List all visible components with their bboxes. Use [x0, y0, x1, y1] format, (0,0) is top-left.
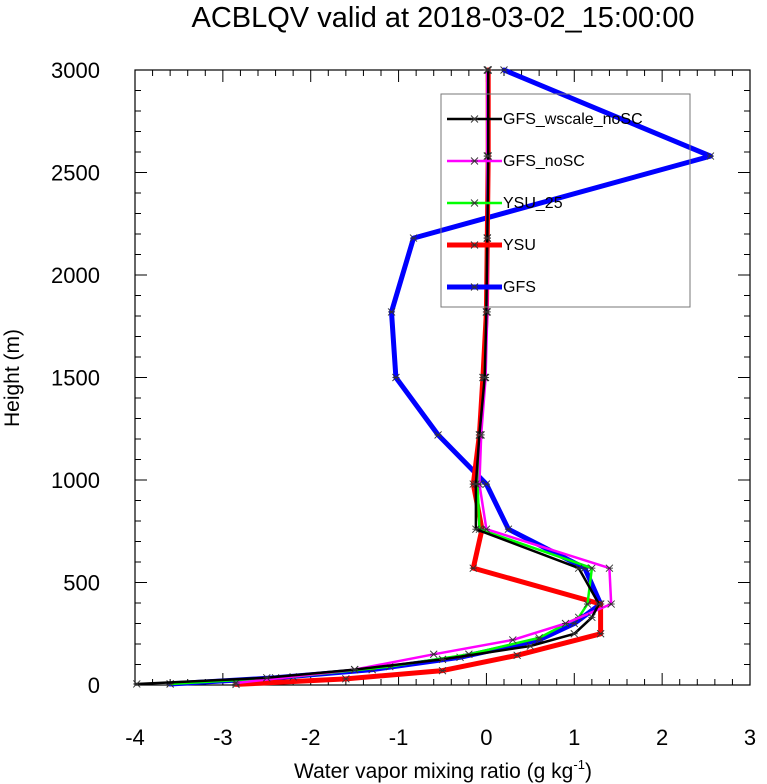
- legend-entry: GFS_noSC: [447, 153, 585, 170]
- data-point: [484, 152, 493, 160]
- y-axis-title: Height (m): [1, 329, 24, 427]
- x-tick-label: -2: [301, 725, 321, 750]
- legend-label: GFS_wscale_noSC: [503, 111, 643, 128]
- data-point: [132, 680, 141, 688]
- y-tick-label: 2500: [51, 161, 100, 186]
- data-point: [484, 66, 493, 74]
- data-point: [561, 619, 570, 628]
- legend-entry: GFS_wscale_noSC: [447, 111, 643, 128]
- y-tick-label: 0: [88, 673, 100, 698]
- data-point: [475, 431, 484, 439]
- legend-marker: [470, 199, 479, 207]
- legend-entry: GFS: [447, 279, 536, 296]
- data-point: [526, 642, 535, 650]
- x-axis-title: Water vapor mixing ratio (g kg-1): [294, 757, 592, 783]
- data-point: [583, 600, 592, 608]
- data-point: [570, 629, 579, 638]
- data-point: [469, 564, 478, 572]
- legend-marker: [470, 241, 479, 249]
- legend-marker: [470, 115, 479, 123]
- x-tick-label: 2: [656, 725, 668, 750]
- data-point: [483, 234, 492, 242]
- series-GFS: [166, 66, 715, 688]
- y-tick-label: 500: [63, 571, 100, 596]
- data-point: [482, 308, 491, 316]
- legend-marker: [470, 283, 479, 291]
- data-point: [350, 665, 359, 674]
- data-point: [472, 525, 480, 534]
- data-point: [596, 629, 605, 638]
- data-point: [508, 636, 517, 644]
- x-tick-label: 3: [744, 725, 756, 750]
- legend-marker: [470, 157, 479, 165]
- data-point: [706, 152, 715, 160]
- data-point: [588, 613, 596, 622]
- data-point: [504, 525, 513, 534]
- y-tick-labels: 0 500 1000 1500 2000 2500 3000: [51, 58, 100, 698]
- data-point: [387, 308, 396, 316]
- x-tick-label: 0: [480, 725, 492, 750]
- legend-label: GFS: [503, 279, 536, 296]
- data-point: [434, 431, 442, 439]
- legend-label: GFS_noSC: [503, 153, 585, 170]
- x-tick-label: -4: [125, 725, 145, 750]
- legend: GFS_wscale_noSC GFS_noSC YSU_25 YSU GFS: [440, 93, 691, 308]
- data-point: [574, 564, 583, 572]
- data-point: [482, 480, 491, 488]
- data-point: [513, 651, 521, 660]
- legend-entry: YSU_25: [447, 195, 563, 212]
- tick-marks: [134, 69, 751, 686]
- data-point: [480, 373, 489, 382]
- data-point: [605, 564, 614, 572]
- data-point: [588, 564, 596, 572]
- x-axis-title-end: ): [585, 760, 592, 783]
- x-tick-label: -3: [213, 725, 233, 750]
- y-tick-label: 3000: [51, 58, 100, 83]
- data-point: [535, 634, 543, 642]
- y-tick-label: 1500: [51, 366, 100, 391]
- y-tick-label: 1000: [51, 468, 100, 493]
- data-point: [409, 234, 418, 242]
- data-point: [607, 600, 616, 608]
- data-point: [500, 66, 508, 74]
- x-tick-labels: -4 -3 -2 -1 0 1 2 3: [125, 725, 756, 750]
- data-point: [429, 650, 438, 659]
- data-point: [472, 480, 480, 488]
- x-axis-title-sup: -1: [573, 757, 585, 772]
- legend-box: [440, 93, 691, 308]
- legend-label: YSU_25: [503, 195, 563, 212]
- chart-title: ACBLQV valid at 2018-03-02_15:00:00: [191, 2, 694, 34]
- x-tick-label: -1: [389, 725, 409, 750]
- data-point: [595, 600, 603, 608]
- y-tick-label: 2000: [51, 263, 100, 288]
- data-point: [262, 674, 271, 682]
- legend-entry: YSU: [447, 237, 536, 254]
- data-point: [392, 373, 400, 382]
- plot-area: [134, 69, 751, 686]
- x-axis-title-main: Water vapor mixing ratio (g kg: [294, 760, 573, 783]
- x-tick-label: 1: [568, 725, 580, 750]
- data-point: [342, 675, 350, 683]
- legend-label: YSU: [503, 237, 536, 254]
- series-line: [167, 67, 713, 687]
- series-lines: [132, 66, 715, 689]
- data-point: [438, 666, 447, 675]
- data-point: [438, 655, 447, 664]
